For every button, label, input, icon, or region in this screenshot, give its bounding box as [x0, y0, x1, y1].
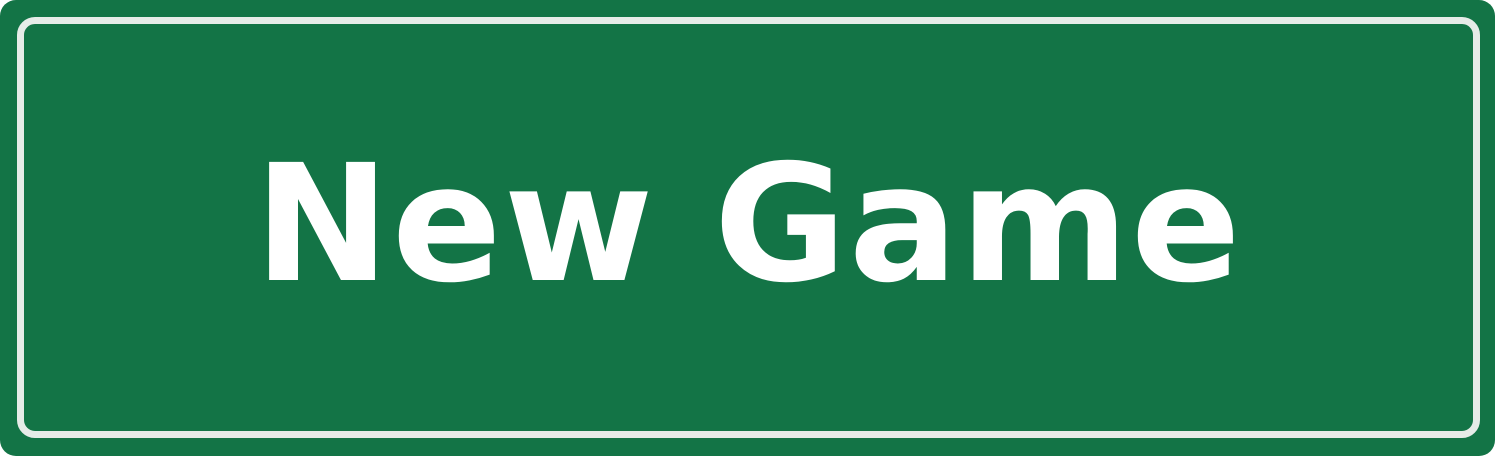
button-inner-border: New Game [17, 17, 1480, 438]
new-game-label: New Game [254, 130, 1243, 319]
